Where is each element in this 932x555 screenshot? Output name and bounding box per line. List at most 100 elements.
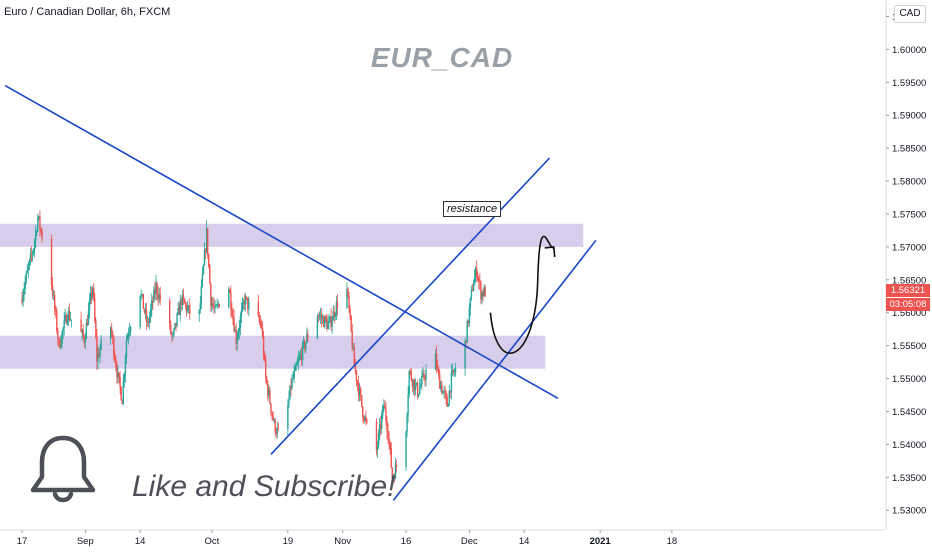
candle (348, 291, 350, 314)
candle (266, 375, 268, 386)
candle (406, 412, 408, 438)
candle (120, 385, 122, 401)
candle (384, 400, 386, 409)
candle (441, 380, 443, 396)
candle-body (126, 336, 129, 341)
candle-body (175, 323, 177, 326)
candle-body (291, 378, 293, 388)
candle-body (297, 359, 300, 363)
candle-body (347, 288, 349, 296)
candle-body (465, 340, 467, 343)
candle (277, 422, 280, 431)
candle-body (127, 334, 130, 337)
candle-body (203, 250, 206, 266)
candle-body (409, 371, 411, 372)
candle (358, 382, 361, 402)
candle (275, 427, 277, 439)
candle-body (69, 319, 72, 321)
candle-body (172, 334, 174, 336)
candle-body (35, 231, 37, 241)
candle-body (349, 309, 351, 316)
candle-body (293, 370, 295, 379)
candle (411, 377, 414, 392)
candle-body (354, 365, 357, 371)
candle-body (90, 292, 93, 297)
candle-body (183, 298, 186, 304)
candle (246, 296, 248, 301)
y-tick-label: 1.54000 (892, 440, 926, 451)
y-tick-label: 1.53500 (892, 473, 926, 484)
candle-body (148, 316, 151, 324)
candle (57, 327, 59, 346)
candle-body (96, 337, 98, 362)
candle-body (483, 287, 485, 297)
candle-body (271, 412, 273, 415)
candle-body (478, 279, 480, 282)
candle (185, 302, 188, 317)
currency-badge[interactable]: CAD (894, 5, 926, 23)
candle (290, 378, 292, 396)
candle (64, 308, 66, 322)
candle-body (144, 309, 147, 313)
candle-body (234, 329, 236, 332)
candle (353, 343, 356, 366)
candle-body (50, 239, 53, 285)
candle (216, 298, 218, 310)
y-tick-label: 1.59500 (892, 78, 926, 89)
candle (94, 292, 96, 324)
candle (292, 371, 294, 381)
symbol-title[interactable]: Euro / Canadian Dollar, 6h, FXCM (4, 6, 171, 18)
candle (155, 274, 157, 301)
candle (244, 292, 247, 312)
candle (126, 332, 129, 341)
candle-body (171, 333, 173, 335)
candle-body (246, 296, 248, 299)
candle (366, 418, 368, 424)
candle-body (156, 282, 158, 294)
candle-body (304, 340, 306, 349)
candle (419, 378, 421, 395)
candle-body (307, 334, 309, 339)
candle-body (55, 309, 57, 313)
candle (157, 286, 159, 306)
candle (446, 393, 448, 407)
candle-body (206, 228, 209, 255)
candle (405, 430, 407, 471)
candle-body (390, 448, 392, 468)
candle (85, 318, 88, 340)
candle-body (128, 330, 131, 335)
candle (394, 457, 397, 480)
candle (415, 382, 418, 387)
candle (382, 404, 384, 420)
candle-body (302, 340, 305, 344)
candle (153, 286, 155, 303)
candle (332, 304, 334, 321)
candle (298, 351, 301, 361)
candle-body (66, 319, 69, 324)
candle-body (334, 314, 337, 318)
candle-body (118, 372, 120, 377)
candle (228, 286, 230, 309)
y-tick-label: 1.56500 (892, 275, 926, 286)
candle-body (51, 284, 54, 296)
candle-body (22, 294, 24, 303)
candle-body (441, 384, 443, 394)
candle (474, 266, 477, 283)
candle (81, 328, 83, 341)
candle-body (438, 368, 440, 375)
candle-body (30, 253, 33, 255)
candle (359, 386, 362, 401)
candle-body (384, 405, 386, 409)
candle (60, 335, 62, 350)
candle (141, 293, 143, 298)
candle-body (273, 419, 275, 421)
candle-body (236, 337, 238, 344)
candle (320, 308, 323, 328)
support-zone (0, 335, 546, 369)
candle-body (434, 353, 437, 370)
candle (364, 414, 366, 423)
candle-body (232, 316, 234, 319)
candle (262, 330, 265, 361)
candle (113, 335, 115, 361)
